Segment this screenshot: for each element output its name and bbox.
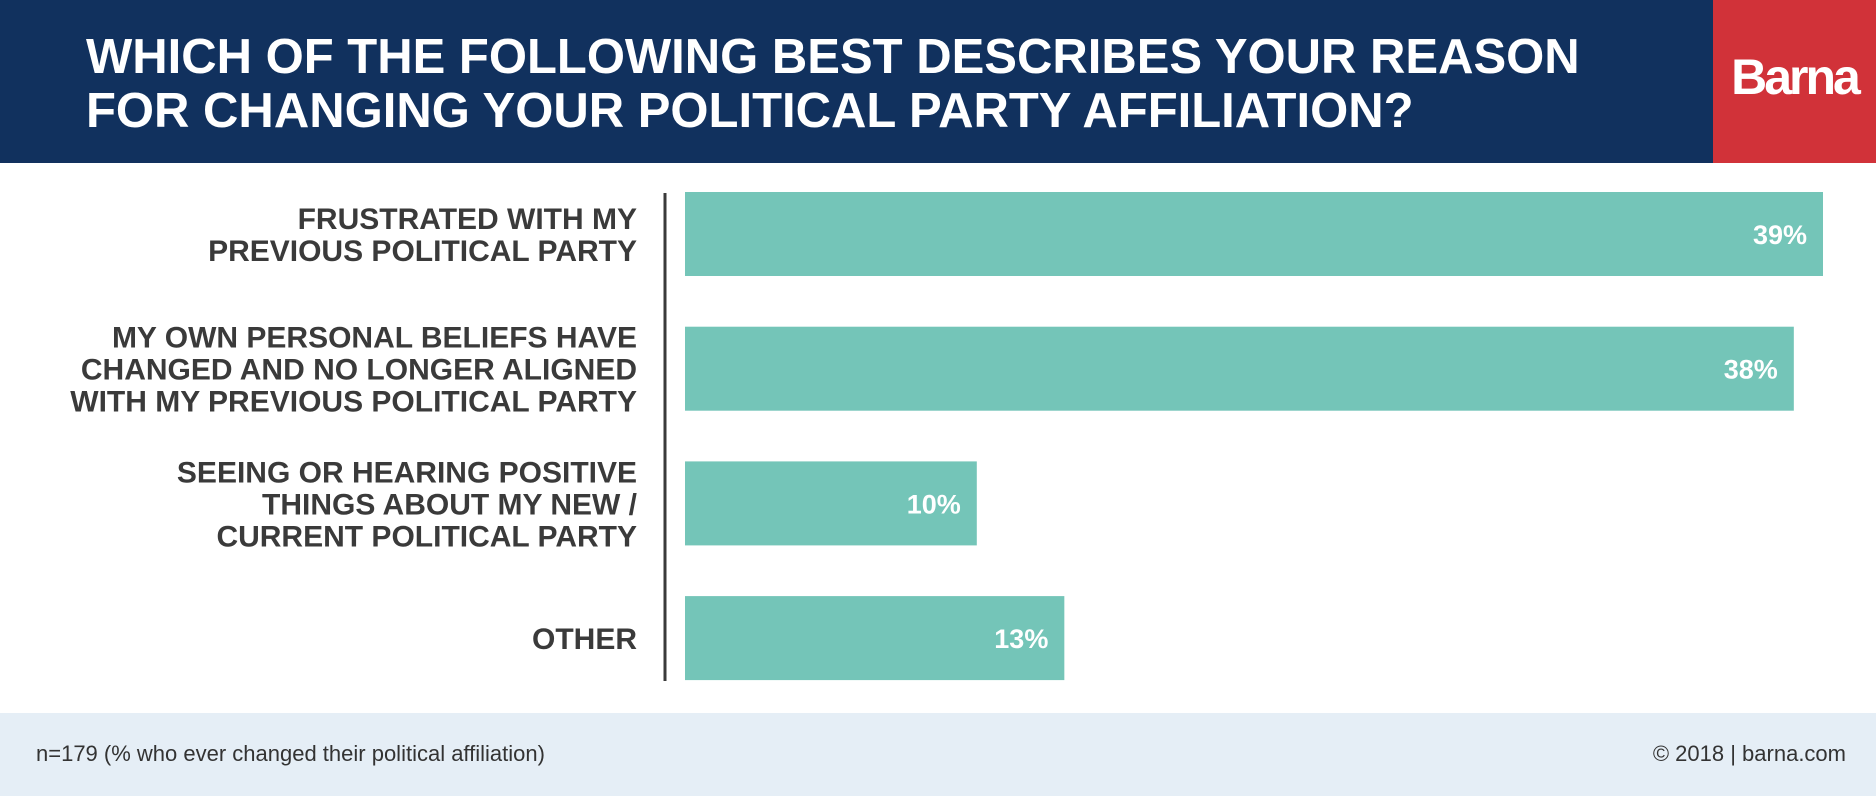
category-label-4: OTHER	[532, 623, 637, 656]
category-label-line: CURRENT POLITICAL PARTY	[216, 520, 637, 553]
category-label-line: SEEING OR HEARING POSITIVE	[177, 456, 637, 489]
header-banner: WHICH OF THE FOLLOWING BEST DESCRIBES YO…	[0, 0, 1876, 163]
category-label-line: MY OWN PERSONAL BELIEFS HAVE	[112, 322, 637, 355]
bar-value-label-3: 10%	[907, 489, 961, 519]
category-label-1: FRUSTRATED WITH MY PREVIOUS POLITICAL PAR…	[208, 203, 637, 268]
category-label-line: PREVIOUS POLITICAL PARTY	[208, 235, 637, 268]
bars-layer: 39% FRUSTRATED WITH MY PREVIOUS POLITICAL …	[70, 192, 1823, 681]
chart-title-line-2: FOR CHANGING YOUR POLITICAL PARTY AFFILI…	[86, 84, 1414, 138]
bar-value-label-2: 38%	[1724, 355, 1778, 385]
brand-logo: Barna	[1713, 0, 1876, 163]
category-label-2: MY OWN PERSONAL BELIEFS HAVE CHANGED AND …	[70, 322, 637, 419]
category-label-line: WITH MY PREVIOUS POLITICAL PARTY	[70, 386, 637, 419]
sample-note: n=179 (% who ever changed their politica…	[36, 741, 545, 766]
category-label-line: OTHER	[532, 623, 637, 656]
bar-value-label-1: 39%	[1753, 220, 1807, 250]
bar-3	[685, 461, 977, 546]
copyright: © 2018 | barna.com	[1652, 741, 1846, 766]
bar-2	[685, 326, 1794, 411]
brand-logo-text: Barna	[1731, 49, 1861, 105]
bar-chart: 39% FRUSTRATED WITH MY PREVIOUS POLITICAL …	[70, 192, 1823, 681]
footer: n=179 (% who ever changed their politica…	[0, 713, 1876, 796]
bar-value-label-4: 13%	[994, 624, 1048, 654]
category-label-line: CHANGED AND NO LONGER ALIGNED	[81, 354, 637, 387]
bar-1	[685, 192, 1823, 276]
chart-title-line-1: WHICH OF THE FOLLOWING BEST DESCRIBES YO…	[86, 30, 1580, 84]
chart-title: WHICH OF THE FOLLOWING BEST DESCRIBES YO…	[86, 30, 1686, 138]
category-label-line: FRUSTRATED WITH MY	[298, 203, 637, 236]
category-label-line: THINGS ABOUT MY NEW /	[262, 488, 638, 521]
bar-4	[685, 596, 1065, 681]
category-label-3: SEEING OR HEARING POSITIVE THINGS ABOUT M…	[177, 456, 638, 553]
